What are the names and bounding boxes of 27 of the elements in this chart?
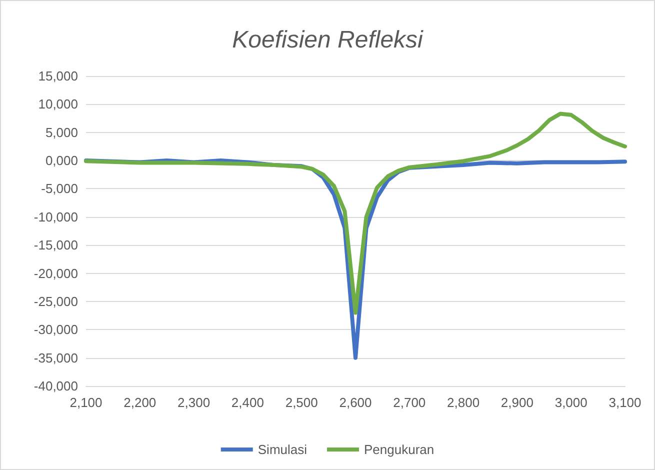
x-tick-label: 2,200 <box>124 395 156 410</box>
y-tick-label: 10,000 <box>38 96 78 112</box>
y-tick-label: 5,000 <box>45 124 78 140</box>
y-tick-label: -35,000 <box>34 350 78 366</box>
x-tick-label: 3,100 <box>608 395 642 410</box>
y-tick-label: -5,000 <box>41 181 78 196</box>
x-tick-label: 2,600 <box>339 395 372 410</box>
x-tick-label: 2,300 <box>178 395 210 410</box>
x-tick-label: 2,100 <box>70 395 102 410</box>
y-tick-label: 15,000 <box>38 68 78 84</box>
y-tick-label: -40,000 <box>34 378 78 394</box>
legend-label: Simulasi <box>258 442 308 457</box>
x-tick-label: 2,500 <box>285 395 318 410</box>
x-tick-label: 3,000 <box>554 395 588 410</box>
x-tick-label: 2,800 <box>447 395 480 410</box>
y-tick-label: -25,000 <box>34 294 78 309</box>
y-tick-label: -10,000 <box>34 209 78 224</box>
x-tick-label: 2,900 <box>500 395 534 410</box>
y-tick-label: 0,000 <box>45 153 78 168</box>
chart-title: Koefisien Refleksi <box>232 26 424 54</box>
y-tick-label: -15,000 <box>34 238 78 253</box>
x-tick-label: 2,700 <box>393 395 426 410</box>
x-tick-label: 2,400 <box>231 395 264 410</box>
y-tick-label: -20,000 <box>34 266 78 281</box>
legend-label: Pengukuran <box>364 442 434 457</box>
y-tick-label: -30,000 <box>34 322 78 338</box>
line-series <box>84 112 627 315</box>
